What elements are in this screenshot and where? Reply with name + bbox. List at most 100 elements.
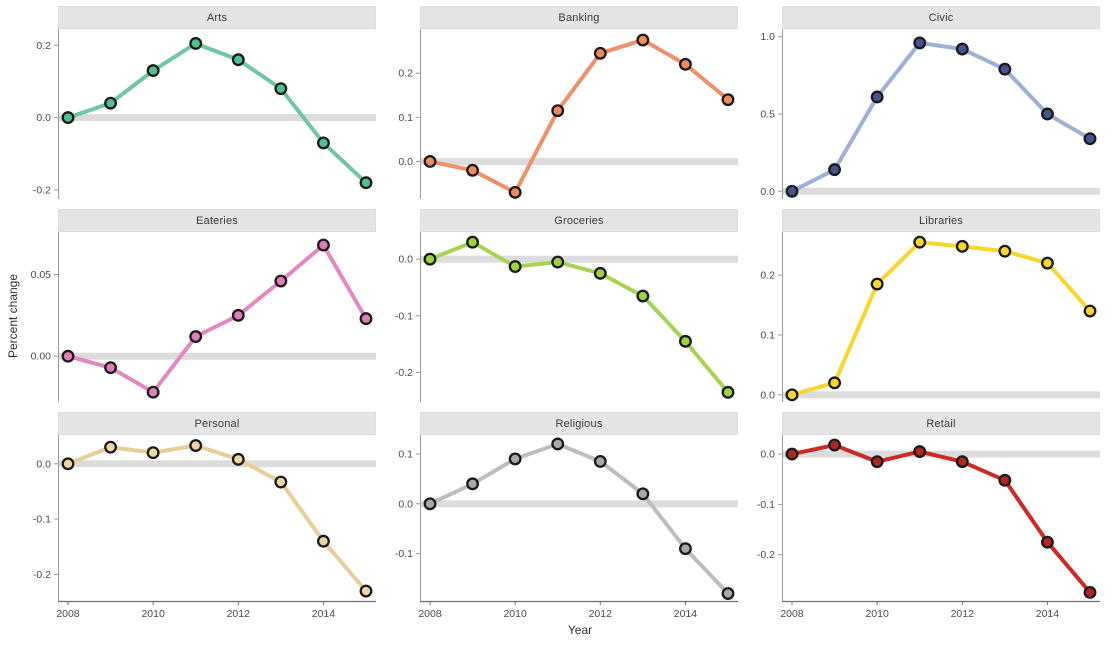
data-point <box>508 185 522 199</box>
data-point <box>998 244 1012 258</box>
y-tick-label: -0.1 <box>395 548 413 560</box>
data-point <box>636 33 650 47</box>
facet-grid: Arts 0.2 0.0 -0.2 Banking 0.2 0.1 0.0 Civic 1.0 0.… <box>22 6 1112 621</box>
data-point <box>189 37 203 50</box>
data-point <box>146 446 160 460</box>
data-line <box>428 442 730 596</box>
y-tick-label: 0.2 <box>398 68 413 80</box>
data-point <box>785 388 799 402</box>
y-axis-label-column: Percent change <box>4 6 22 626</box>
data-point <box>593 266 607 280</box>
data-point <box>998 473 1012 487</box>
data-point <box>466 235 480 249</box>
x-tick-label: 2010 <box>865 608 889 620</box>
data-point <box>593 454 607 468</box>
facet-eateries: Eateries 0.05 0.00 <box>22 209 376 402</box>
y-tick-label: 0.0 <box>398 156 413 168</box>
y-tick-label: 0.0 <box>760 186 775 198</box>
data-point <box>1083 585 1097 599</box>
data-point <box>1040 535 1054 549</box>
zero-reference-band <box>58 114 376 122</box>
y-tick-label: 0.0 <box>398 254 413 266</box>
facet-chart-civic: 1.0 0.5 0.0 <box>760 29 1100 199</box>
data-point <box>1040 107 1054 121</box>
zero-reference-band <box>420 157 738 165</box>
x-tick-label: 2012 <box>589 608 613 620</box>
data-point <box>316 238 330 252</box>
x-tick-label: 2012 <box>951 608 975 620</box>
y-axis-label: Percent change <box>6 273 20 359</box>
y-tick-label: -0.1 <box>33 514 51 526</box>
facet-title-strip: Libraries <box>782 209 1100 232</box>
facet-title-strip: Religious <box>420 412 738 435</box>
data-point <box>551 255 565 269</box>
facet-title: Religious <box>555 417 603 430</box>
data-point <box>870 455 884 469</box>
data-point <box>231 308 245 322</box>
data-point <box>508 452 522 466</box>
data-point <box>466 477 480 491</box>
data-point <box>913 235 927 249</box>
y-tick-label: -0.1 <box>757 499 775 511</box>
data-point <box>1083 304 1097 318</box>
facet-title: Retail <box>926 417 956 430</box>
y-tick-label: 0.1 <box>398 448 413 460</box>
data-point <box>998 62 1012 76</box>
facet-chart-religious: 0.1 0.0 -0.1 2008 2010 2012 2014 <box>395 435 738 620</box>
facet-title: Eateries <box>196 214 238 227</box>
data-line <box>66 443 368 593</box>
y-tick-label: 0.0 <box>398 498 413 510</box>
data-point <box>146 385 160 399</box>
data-line <box>428 38 730 195</box>
data-point <box>61 457 75 471</box>
y-tick-label: 0.1 <box>760 329 775 341</box>
data-point <box>913 445 927 459</box>
x-tick-label: 2010 <box>141 608 165 620</box>
data-point <box>913 36 927 50</box>
facet-title-strip: Personal <box>58 412 376 435</box>
y-tick-label: -0.2 <box>757 549 775 561</box>
data-point <box>359 312 373 326</box>
data-point <box>423 252 437 266</box>
y-tick-label: 0.5 <box>760 109 775 121</box>
facet-chart-libraries: 0.2 0.1 0.0 <box>760 232 1100 402</box>
data-point <box>636 289 650 303</box>
zero-reference-band <box>782 187 1100 195</box>
data-point <box>551 104 565 118</box>
data-line <box>790 40 1092 194</box>
data-point <box>955 42 969 56</box>
x-tick-label: 2010 <box>503 608 527 620</box>
faceted-line-chart-figure: Percent change Arts 0.2 0.0 -0.2 Banking 0.2 0… <box>4 6 1100 637</box>
facet-arts: Arts 0.2 0.0 -0.2 <box>22 6 376 199</box>
data-point <box>359 584 373 598</box>
facet-chart-personal: 0.0 -0.1 -0.2 2008 2010 2012 2014 <box>33 435 376 620</box>
facet-chart-retail: 0.0 -0.1 -0.2 2008 2010 2012 2014 <box>757 435 1100 620</box>
facet-title-strip: Arts <box>58 6 376 29</box>
data-line <box>66 41 368 185</box>
data-point <box>61 349 75 363</box>
zero-reference-band <box>58 352 376 360</box>
x-tick-label: 2008 <box>780 608 804 620</box>
y-tick-label: -0.2 <box>33 569 51 581</box>
facet-groceries: Groceries 0.0 -0.1 -0.2 <box>384 209 738 402</box>
data-line <box>66 243 368 395</box>
facet-libraries: Libraries 0.2 0.1 0.0 <box>746 209 1100 402</box>
facet-religious: Religious 0.1 0.0 -0.1 2008 2010 2012 2014 <box>384 412 738 621</box>
data-point <box>1083 132 1097 146</box>
facet-personal: Personal 0.0 -0.1 -0.2 2008 2010 2012 2014 <box>22 412 376 621</box>
data-point <box>316 136 330 150</box>
data-point <box>359 176 373 190</box>
facet-chart-arts: 0.2 0.0 -0.2 <box>33 29 376 199</box>
data-point <box>274 274 288 288</box>
facet-title: Groceries <box>554 214 604 227</box>
data-line <box>428 240 730 395</box>
x-tick-label: 2014 <box>312 608 336 620</box>
data-point <box>508 260 522 274</box>
y-tick-label: 0.0 <box>760 449 775 461</box>
facet-banking: Banking 0.2 0.1 0.0 <box>384 6 738 199</box>
facet-title-strip: Eateries <box>58 209 376 232</box>
facet-title-strip: Civic <box>782 6 1100 29</box>
facet-civic: Civic 1.0 0.5 0.0 <box>746 6 1100 199</box>
data-point <box>423 155 437 168</box>
data-point <box>785 184 799 198</box>
